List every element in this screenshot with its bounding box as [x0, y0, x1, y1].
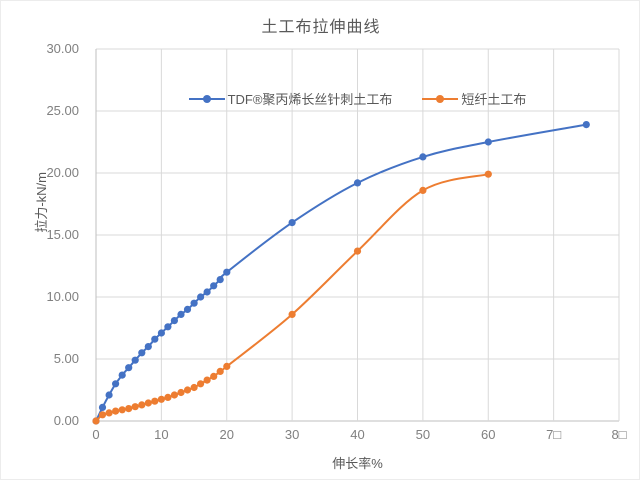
y-tick-label: 5.00: [54, 351, 79, 366]
legend-label-tdf: TDF®聚丙烯长丝针刺土工布: [227, 92, 393, 107]
x-tick-label: 40: [350, 427, 364, 442]
data-point: [138, 401, 146, 409]
data-point: [125, 405, 133, 413]
data-point: [151, 335, 159, 343]
y-tick-label: 15.00: [46, 227, 79, 242]
data-point: [157, 395, 165, 403]
data-point: [105, 391, 113, 399]
data-point: [216, 276, 224, 284]
data-point: [203, 288, 211, 296]
data-point: [177, 388, 185, 397]
data-point: [216, 367, 224, 375]
data-point: [210, 282, 218, 290]
data-point: [131, 356, 139, 364]
data-point: [203, 376, 211, 384]
data-point: [353, 179, 362, 187]
data-point: [582, 121, 590, 129]
data-point: [210, 372, 218, 380]
data-point: [112, 380, 120, 388]
data-point: [183, 305, 192, 313]
data-point: [164, 393, 172, 401]
data-point: [131, 403, 139, 411]
data-point: [288, 310, 296, 318]
data-point: [92, 417, 100, 425]
legend-label-short-fiber: 短纤土工布: [461, 92, 527, 107]
data-point: [118, 406, 126, 414]
data-point: [197, 293, 205, 301]
data-point: [138, 349, 146, 357]
legend: TDF®聚丙烯长丝针刺土工布 短纤土工布: [96, 89, 619, 108]
y-tick-label: 10.00: [46, 289, 79, 304]
series-line-0: [95, 123, 587, 422]
y-tick-label: 0.00: [54, 413, 79, 428]
data-point: [288, 219, 296, 227]
x-tick-label: 60: [481, 427, 495, 442]
data-point: [353, 247, 362, 255]
y-tick-label: 25.00: [46, 103, 79, 118]
legend-swatch-dot: [436, 94, 445, 103]
data-point: [144, 343, 152, 351]
data-point: [190, 299, 198, 307]
legend-line-marker-icon: [188, 94, 225, 103]
legend-item-tdf: TDF®聚丙烯长丝针刺土工布: [188, 89, 393, 108]
data-point: [125, 364, 133, 372]
x-tick-label: 7□: [546, 427, 561, 442]
data-point: [197, 380, 205, 388]
x-axis-title: 伸长率%: [332, 456, 383, 471]
x-tick-label: 10: [154, 427, 168, 442]
data-point: [151, 397, 159, 405]
data-point: [105, 409, 113, 417]
legend-item-short-fiber: 短纤土工布: [422, 89, 526, 108]
x-tick-label: 8□: [611, 427, 626, 442]
data-point: [183, 386, 192, 394]
data-point: [118, 371, 126, 379]
data-point: [484, 138, 492, 146]
x-tick-label: 20: [220, 427, 234, 442]
x-tick-label: 0: [92, 427, 99, 442]
legend-line-marker-icon: [422, 94, 459, 103]
legend-swatch-dot: [202, 94, 211, 103]
data-point: [98, 403, 107, 411]
y-tick-label: 20.00: [46, 165, 79, 180]
data-point: [177, 310, 185, 318]
data-point: [223, 362, 231, 370]
y-tick-label: 30.00: [46, 41, 79, 56]
data-point: [112, 407, 120, 415]
data-point: [223, 268, 231, 276]
data-point: [419, 153, 427, 161]
data-point: [170, 391, 178, 399]
data-point: [157, 329, 165, 337]
data-point: [484, 170, 492, 178]
data-point: [419, 186, 427, 194]
x-tick-label: 50: [416, 427, 430, 442]
chart-title: 土工布拉伸曲线: [261, 19, 381, 36]
data-point: [98, 411, 107, 419]
data-point: [170, 317, 178, 325]
data-point: [190, 383, 198, 392]
data-point: [144, 399, 152, 407]
data-point: [164, 323, 172, 331]
y-axis-title-text: 拉力-kN/m: [34, 171, 49, 233]
x-tick-label: 30: [285, 427, 299, 442]
